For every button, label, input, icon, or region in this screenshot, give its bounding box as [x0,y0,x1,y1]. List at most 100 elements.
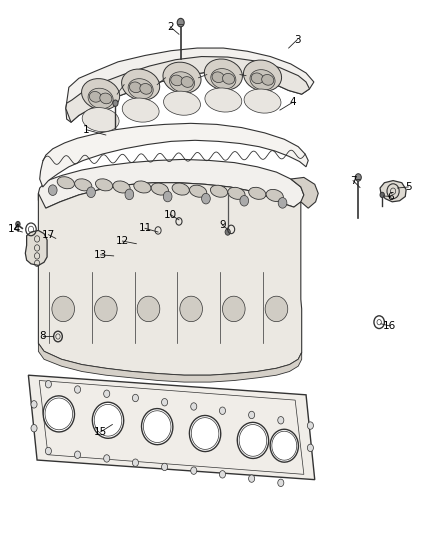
Circle shape [31,401,37,408]
Ellipse shape [163,91,201,115]
Ellipse shape [180,296,202,321]
Ellipse shape [141,409,173,445]
Circle shape [201,193,210,204]
Ellipse shape [237,422,268,458]
Ellipse shape [88,88,113,109]
Ellipse shape [189,416,221,451]
Text: 2: 2 [167,22,173,32]
Circle shape [278,417,284,424]
Text: 1: 1 [83,125,89,135]
Text: 5: 5 [405,182,412,192]
Ellipse shape [244,89,281,113]
Circle shape [46,447,51,455]
Text: 3: 3 [294,35,300,45]
Ellipse shape [74,179,92,191]
Text: 6: 6 [388,191,394,201]
Circle shape [31,424,37,432]
Text: 9: 9 [219,220,226,230]
Ellipse shape [251,73,263,84]
Polygon shape [40,123,308,187]
Ellipse shape [270,429,298,462]
Circle shape [113,100,118,107]
Polygon shape [39,159,304,208]
Circle shape [46,381,51,388]
Ellipse shape [89,92,102,102]
Ellipse shape [140,84,152,94]
Circle shape [177,18,184,27]
Text: 13: 13 [94,250,107,260]
Circle shape [278,479,284,487]
Ellipse shape [228,187,245,199]
Ellipse shape [57,177,74,189]
Ellipse shape [190,185,207,197]
Circle shape [163,191,172,202]
Ellipse shape [129,82,141,93]
Circle shape [48,185,57,196]
Ellipse shape [266,189,283,201]
Polygon shape [39,183,302,375]
Text: 7: 7 [350,175,357,185]
Text: 16: 16 [383,321,396,331]
Circle shape [87,187,95,198]
Polygon shape [39,343,302,382]
Circle shape [307,444,314,451]
Ellipse shape [265,296,288,321]
Polygon shape [291,177,318,208]
Circle shape [307,422,314,429]
Ellipse shape [223,74,235,84]
Polygon shape [25,230,47,265]
Polygon shape [66,48,314,122]
Ellipse shape [137,296,160,321]
Circle shape [162,399,168,406]
Circle shape [16,221,20,227]
Ellipse shape [95,296,117,321]
Ellipse shape [52,296,74,321]
Text: 15: 15 [94,427,107,437]
Circle shape [380,192,385,198]
Ellipse shape [170,72,194,92]
Text: 10: 10 [164,209,177,220]
Ellipse shape [151,183,169,195]
Circle shape [219,407,226,415]
Ellipse shape [128,79,153,99]
Circle shape [249,475,254,482]
Ellipse shape [95,179,113,191]
Circle shape [249,411,254,419]
Circle shape [225,229,230,235]
Ellipse shape [172,183,189,195]
Polygon shape [66,56,310,122]
Ellipse shape [100,93,112,104]
Circle shape [104,390,110,398]
Polygon shape [380,181,406,202]
Ellipse shape [250,70,275,90]
Ellipse shape [81,78,120,110]
Circle shape [74,451,81,458]
Ellipse shape [249,187,266,199]
Circle shape [191,403,197,410]
Circle shape [355,174,361,181]
Circle shape [191,467,197,474]
Ellipse shape [212,72,224,83]
Ellipse shape [82,108,119,132]
Ellipse shape [181,77,193,87]
Ellipse shape [113,181,130,193]
Text: 12: 12 [116,236,129,246]
Ellipse shape [205,88,242,112]
Ellipse shape [163,62,201,93]
Circle shape [240,196,249,206]
Text: 17: 17 [42,230,55,240]
Text: 8: 8 [39,332,46,342]
Ellipse shape [204,59,242,90]
Ellipse shape [122,98,159,122]
Ellipse shape [211,69,236,89]
Circle shape [162,463,168,471]
Text: 14: 14 [8,224,21,235]
Text: 4: 4 [290,97,296,107]
Circle shape [104,455,110,462]
Circle shape [278,198,287,208]
Ellipse shape [43,396,74,432]
Ellipse shape [122,69,160,100]
Ellipse shape [134,181,151,193]
Ellipse shape [223,296,245,321]
Circle shape [132,459,138,466]
